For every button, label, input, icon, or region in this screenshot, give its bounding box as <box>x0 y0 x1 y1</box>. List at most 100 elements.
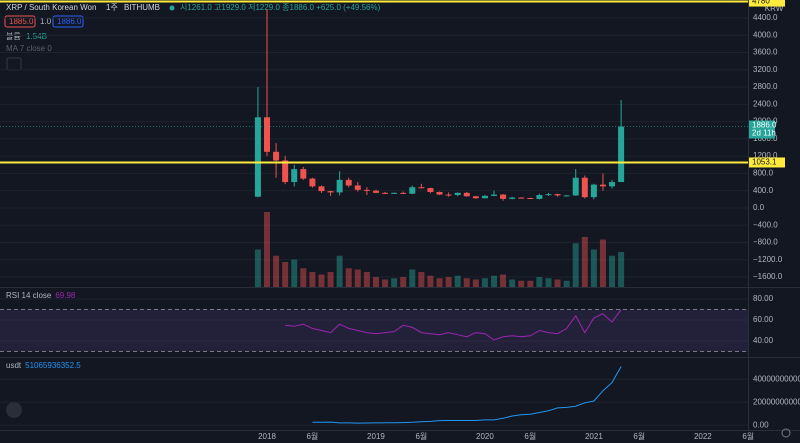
y-tick-label: 0.0 <box>753 203 765 212</box>
candle-body <box>527 198 534 200</box>
candle-body <box>572 177 579 196</box>
volume-bar <box>327 272 334 287</box>
x-tick-label: 6월 <box>415 431 427 441</box>
indicator-title: usdt <box>6 361 22 370</box>
volume-bar <box>609 255 616 287</box>
volume-label: 볼륨 <box>6 31 21 41</box>
y-tick-label: 1200.0 <box>753 151 778 160</box>
y-tick-label: −800.0 <box>753 238 778 247</box>
countdown: 2d 11h <box>752 129 776 138</box>
candle-body <box>318 186 325 192</box>
volume-bar <box>372 277 379 287</box>
ask-box[interactable] <box>52 15 84 28</box>
volume-bar <box>427 275 434 287</box>
volume-value: 1.54B <box>26 32 47 41</box>
bid-box[interactable] <box>4 15 36 28</box>
candle-body <box>609 182 616 187</box>
y-tick-label: 0.00 <box>753 420 769 429</box>
x-tick-label: 2019 <box>367 432 385 441</box>
exchange: BITHUMB <box>124 3 160 12</box>
volume-bar <box>363 272 370 287</box>
candle-body <box>454 192 461 195</box>
candle-body <box>427 188 434 192</box>
volume-bar <box>264 212 270 287</box>
candle-body <box>354 185 361 190</box>
spread: 1.0 <box>40 17 52 26</box>
y-tick-label: 60.00 <box>753 315 774 324</box>
bid[interactable]: 1885.0 <box>9 17 34 26</box>
volume-bar <box>400 277 407 287</box>
volume-bar <box>500 274 507 287</box>
candle-body <box>518 197 525 199</box>
settings-button[interactable] <box>781 428 791 438</box>
y-tick-label: 3600.0 <box>753 48 778 57</box>
y-tick-label: 40.00 <box>753 336 774 345</box>
indicator-title: RSI 14 close <box>6 291 52 300</box>
ask[interactable]: 1886.0 <box>57 17 82 26</box>
volume-bar <box>509 279 516 287</box>
volume-bar <box>309 272 316 287</box>
y-tick-label: 2800.0 <box>753 82 778 91</box>
x-tick-label: 2022 <box>694 432 712 441</box>
candle-body <box>409 187 416 194</box>
candle-body <box>599 184 606 187</box>
hline-label: 1053.1 <box>752 158 777 167</box>
candle-body <box>463 192 470 197</box>
volume-bar <box>391 278 398 287</box>
candle-body <box>581 177 588 198</box>
y-tick-label: 2400.0 <box>753 99 778 108</box>
indicator-line <box>312 366 622 424</box>
x-tick-label: 2021 <box>585 432 603 441</box>
y-tick-label: 800.0 <box>753 169 774 178</box>
symbol: XRP / South Korean Won <box>6 3 96 12</box>
volume-bar <box>336 255 343 287</box>
candle-body <box>491 194 497 196</box>
candle-body <box>391 192 398 194</box>
y-tick-label: −1600.0 <box>753 272 783 281</box>
volume-bar <box>481 278 488 287</box>
candle-body <box>445 194 452 196</box>
ma-label: MA 7 close 0 <box>6 44 52 53</box>
candle-body <box>536 195 543 199</box>
y-tick-label: 20000000000.00 <box>753 397 800 406</box>
y-tick-label: 400.0 <box>753 186 774 195</box>
x-tick-label: 6월 <box>633 431 645 441</box>
x-tick-label: 6월 <box>742 431 754 441</box>
candle-body <box>382 192 389 194</box>
status-dot <box>169 5 175 11</box>
volume-bar <box>581 237 588 287</box>
candle-body <box>563 195 570 197</box>
candle-body <box>372 190 379 193</box>
logo-button[interactable] <box>6 402 22 418</box>
indicator-value: 51065936352.5 <box>25 361 81 370</box>
candle-body <box>327 191 334 193</box>
candle-body <box>436 191 443 195</box>
y-tick-label: 4400.0 <box>753 13 778 22</box>
volume-bar <box>572 243 579 287</box>
volume-bar <box>518 280 525 287</box>
volume-bar <box>300 268 307 287</box>
volume-bar <box>436 278 443 287</box>
hline-label: 4780 <box>752 0 770 6</box>
volume-bar <box>454 275 461 287</box>
hline-label-box <box>749 0 785 7</box>
candle-body <box>345 179 352 186</box>
indicator-value: 69.98 <box>55 291 76 300</box>
volume-bar <box>545 278 552 287</box>
volume-bar <box>563 280 570 287</box>
candle-body <box>264 117 270 152</box>
volume-bar <box>382 279 389 287</box>
candle-body <box>590 184 597 198</box>
y-tick-label: −1200.0 <box>753 255 783 264</box>
last-price-box <box>749 120 775 139</box>
candle-body <box>418 187 425 189</box>
candle-body <box>618 126 625 183</box>
interval: 1주 <box>106 3 118 12</box>
y-tick-label: 80.00 <box>753 294 774 303</box>
candle-body <box>291 169 298 183</box>
volume-bar <box>536 277 543 287</box>
volume-bar <box>354 269 361 287</box>
candle-body <box>282 160 289 183</box>
ohlc: 시1261.0 고1929.0 저1229.0 종1886.0 +625.0 (… <box>180 3 381 12</box>
